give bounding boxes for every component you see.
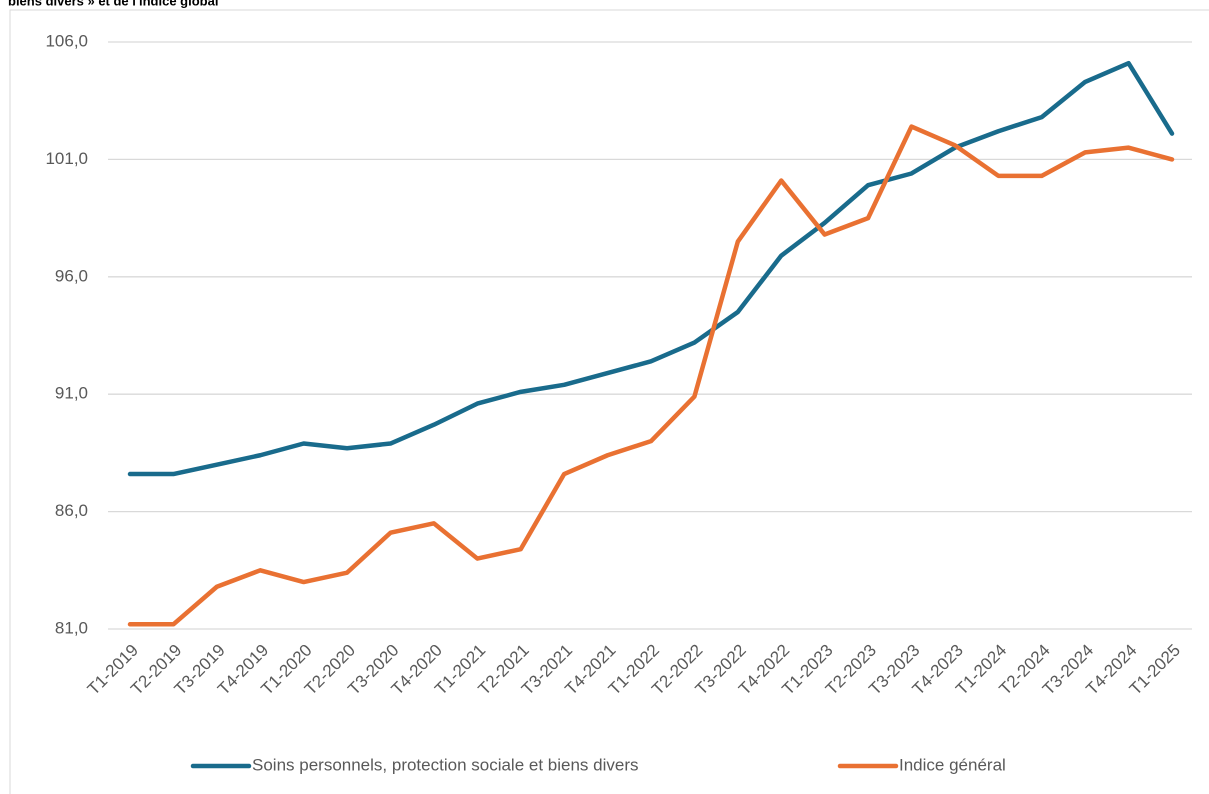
y-tick-label: 91,0 <box>55 384 88 403</box>
series-line <box>127 124 1175 627</box>
legend-label: Soins personnels, protection sociale et … <box>252 755 639 774</box>
series-line <box>127 60 1175 477</box>
chart-title: biens divers » et de l'indice global <box>8 0 218 8</box>
y-tick-label: 86,0 <box>55 501 88 520</box>
y-tick-label: 106,0 <box>45 31 88 50</box>
y-tick-label: 81,0 <box>55 618 88 637</box>
y-tick-label: 96,0 <box>55 266 88 285</box>
legend-label: Indice général <box>899 755 1006 774</box>
y-tick-label: 101,0 <box>45 149 88 168</box>
chart-border <box>9 9 1209 794</box>
